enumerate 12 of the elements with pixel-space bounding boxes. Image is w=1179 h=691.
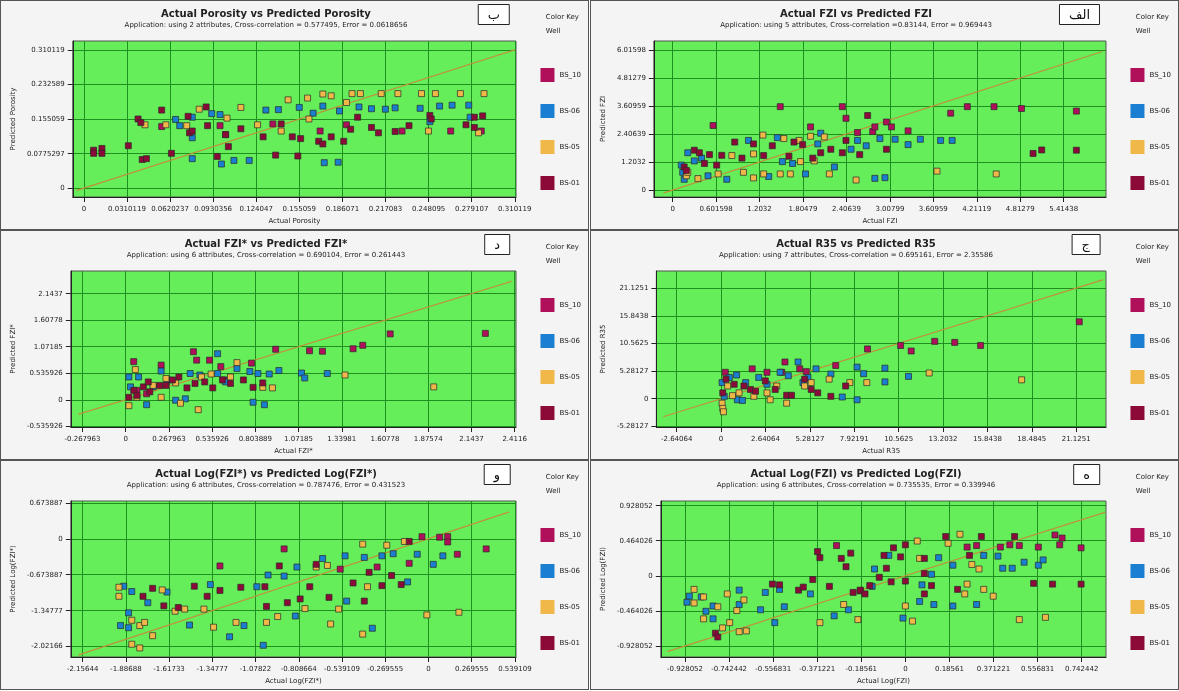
chart-title: Actual FZI vs Predicted FZI — [779, 7, 933, 19]
chart-title: Actual Log(FZI) vs Predicted Log(FZI) — [750, 467, 962, 479]
text: ب — [487, 7, 501, 22]
chart-title: Actual Porosity vs Predicted Porosity — [161, 7, 372, 19]
text: الف — [1068, 7, 1090, 22]
text: ج — [1081, 237, 1091, 253]
chart-title: Actual FZI* vs Predicted FZI* — [184, 237, 349, 249]
text: د — [494, 237, 501, 252]
chart-title: Actual Log(FZI*) vs Predicted Log(FZI*) — [155, 467, 377, 479]
chart-title: Actual R35 vs Predicted R35 — [776, 237, 936, 249]
text: و — [492, 467, 500, 483]
text: ه — [1083, 467, 1090, 482]
